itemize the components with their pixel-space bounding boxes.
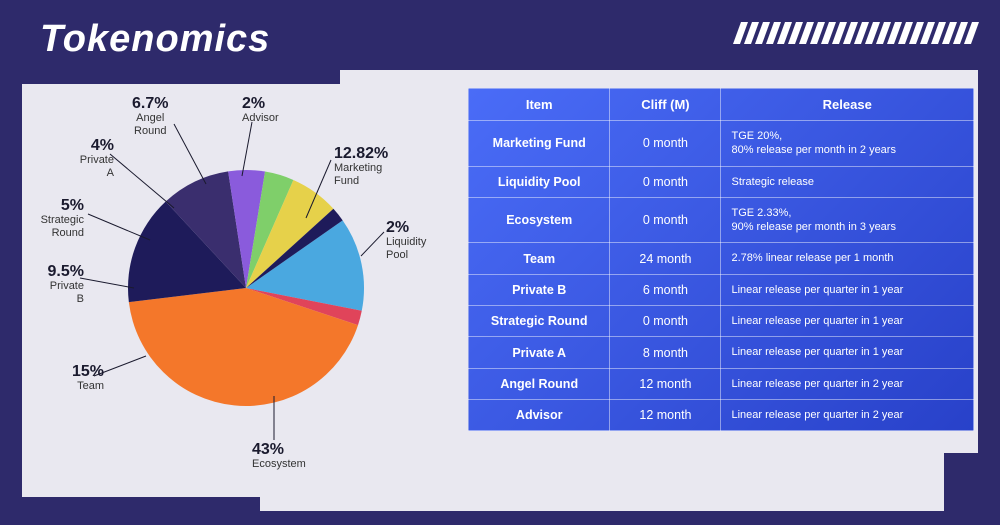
content: 12.82%MarketingFund2%LiquidityPool43%Eco… bbox=[26, 80, 974, 495]
cell-cliff: 8 month bbox=[610, 337, 721, 368]
cell-cliff: 12 month bbox=[610, 368, 721, 399]
pie-label-name: StrategicRound bbox=[14, 214, 84, 240]
cell-cliff: 0 month bbox=[610, 197, 721, 243]
pie-label-name: PrivateA bbox=[44, 154, 114, 180]
pie-label-pct: 4% bbox=[44, 138, 114, 154]
page-title: Tokenomics bbox=[40, 18, 270, 61]
release-table-zone: Item Cliff (M) Release Marketing Fund0 m… bbox=[468, 80, 974, 495]
cell-cliff: 24 month bbox=[610, 243, 721, 274]
cell-item: Strategic Round bbox=[469, 306, 610, 337]
cell-item: Advisor bbox=[469, 399, 610, 430]
cell-item: Marketing Fund bbox=[469, 121, 610, 167]
table-row: Ecosystem0 monthTGE 2.33%,90% release pe… bbox=[469, 197, 974, 243]
table-row: Private B6 monthLinear release per quart… bbox=[469, 274, 974, 305]
pie-label-ecosystem: 43%Ecosystem bbox=[252, 442, 306, 471]
cell-release: Strategic release bbox=[721, 166, 974, 197]
cell-cliff: 12 month bbox=[610, 399, 721, 430]
cell-release: Linear release per quarter in 1 year bbox=[721, 306, 974, 337]
pie-label-name: MarketingFund bbox=[334, 162, 388, 188]
cell-item: Team bbox=[469, 243, 610, 274]
pie-label-pct: 12.82% bbox=[334, 146, 388, 162]
pie-label-pct: 2% bbox=[242, 96, 279, 112]
cell-cliff: 0 month bbox=[610, 306, 721, 337]
cell-release: TGE 20%,80% release per month in 2 years bbox=[721, 121, 974, 167]
pie-label-privateA: 4%PrivateA bbox=[44, 138, 114, 180]
cell-item: Private B bbox=[469, 274, 610, 305]
th-cliff: Cliff (M) bbox=[610, 89, 721, 121]
pie-label-name: Ecosystem bbox=[252, 458, 306, 471]
pie-label-angel: 6.7%AngelRound bbox=[132, 96, 168, 138]
cell-release: Linear release per quarter in 1 year bbox=[721, 337, 974, 368]
th-release: Release bbox=[721, 89, 974, 121]
pie-label-pct: 2% bbox=[386, 220, 426, 236]
cell-cliff: 0 month bbox=[610, 166, 721, 197]
stripes-decor bbox=[737, 22, 975, 44]
cell-item: Angel Round bbox=[469, 368, 610, 399]
pie-label-pct: 5% bbox=[14, 198, 84, 214]
pie-label-name: Advisor bbox=[242, 112, 279, 125]
pie-label-name: LiquidityPool bbox=[386, 236, 426, 262]
pie-label-name: PrivateB bbox=[14, 280, 84, 306]
pie-label-marketing: 12.82%MarketingFund bbox=[334, 146, 388, 188]
pie-label-pct: 43% bbox=[252, 442, 306, 458]
pie-label-name: AngelRound bbox=[132, 112, 168, 138]
cell-release: Linear release per quarter in 1 year bbox=[721, 274, 974, 305]
table-row: Angel Round12 monthLinear release per qu… bbox=[469, 368, 974, 399]
table-row: Private A8 monthLinear release per quart… bbox=[469, 337, 974, 368]
pie-label-team: 15%Team bbox=[34, 364, 104, 393]
cell-release: TGE 2.33%,90% release per month in 3 yea… bbox=[721, 197, 974, 243]
pie-label-advisor: 2%Advisor bbox=[242, 96, 279, 125]
cell-release: Linear release per quarter in 2 year bbox=[721, 399, 974, 430]
pie-label-pct: 6.7% bbox=[132, 96, 168, 112]
pie-label-name: Team bbox=[34, 380, 104, 393]
cell-release: 2.78% linear release per 1 month bbox=[721, 243, 974, 274]
table-row: Team24 month2.78% linear release per 1 m… bbox=[469, 243, 974, 274]
pie-label-privateB: 9.5%PrivateB bbox=[14, 264, 84, 306]
cell-release: Linear release per quarter in 2 year bbox=[721, 368, 974, 399]
table-row: Marketing Fund0 monthTGE 20%,80% release… bbox=[469, 121, 974, 167]
table-row: Strategic Round0 monthLinear release per… bbox=[469, 306, 974, 337]
cell-cliff: 0 month bbox=[610, 121, 721, 167]
pie-label-pct: 15% bbox=[34, 364, 104, 380]
cell-item: Liquidity Pool bbox=[469, 166, 610, 197]
cell-cliff: 6 month bbox=[610, 274, 721, 305]
pie-label-strategic: 5%StrategicRound bbox=[14, 198, 84, 240]
table-row: Liquidity Pool0 monthStrategic release bbox=[469, 166, 974, 197]
table-row: Advisor12 monthLinear release per quarte… bbox=[469, 399, 974, 430]
th-item: Item bbox=[469, 89, 610, 121]
cell-item: Private A bbox=[469, 337, 610, 368]
pie-chart bbox=[126, 168, 366, 408]
pie-label-pct: 9.5% bbox=[14, 264, 84, 280]
pie-chart-zone: 12.82%MarketingFund2%LiquidityPool43%Eco… bbox=[26, 80, 456, 495]
cell-item: Ecosystem bbox=[469, 197, 610, 243]
release-table: Item Cliff (M) Release Marketing Fund0 m… bbox=[468, 88, 974, 431]
pie-label-liquidity: 2%LiquidityPool bbox=[386, 220, 426, 262]
